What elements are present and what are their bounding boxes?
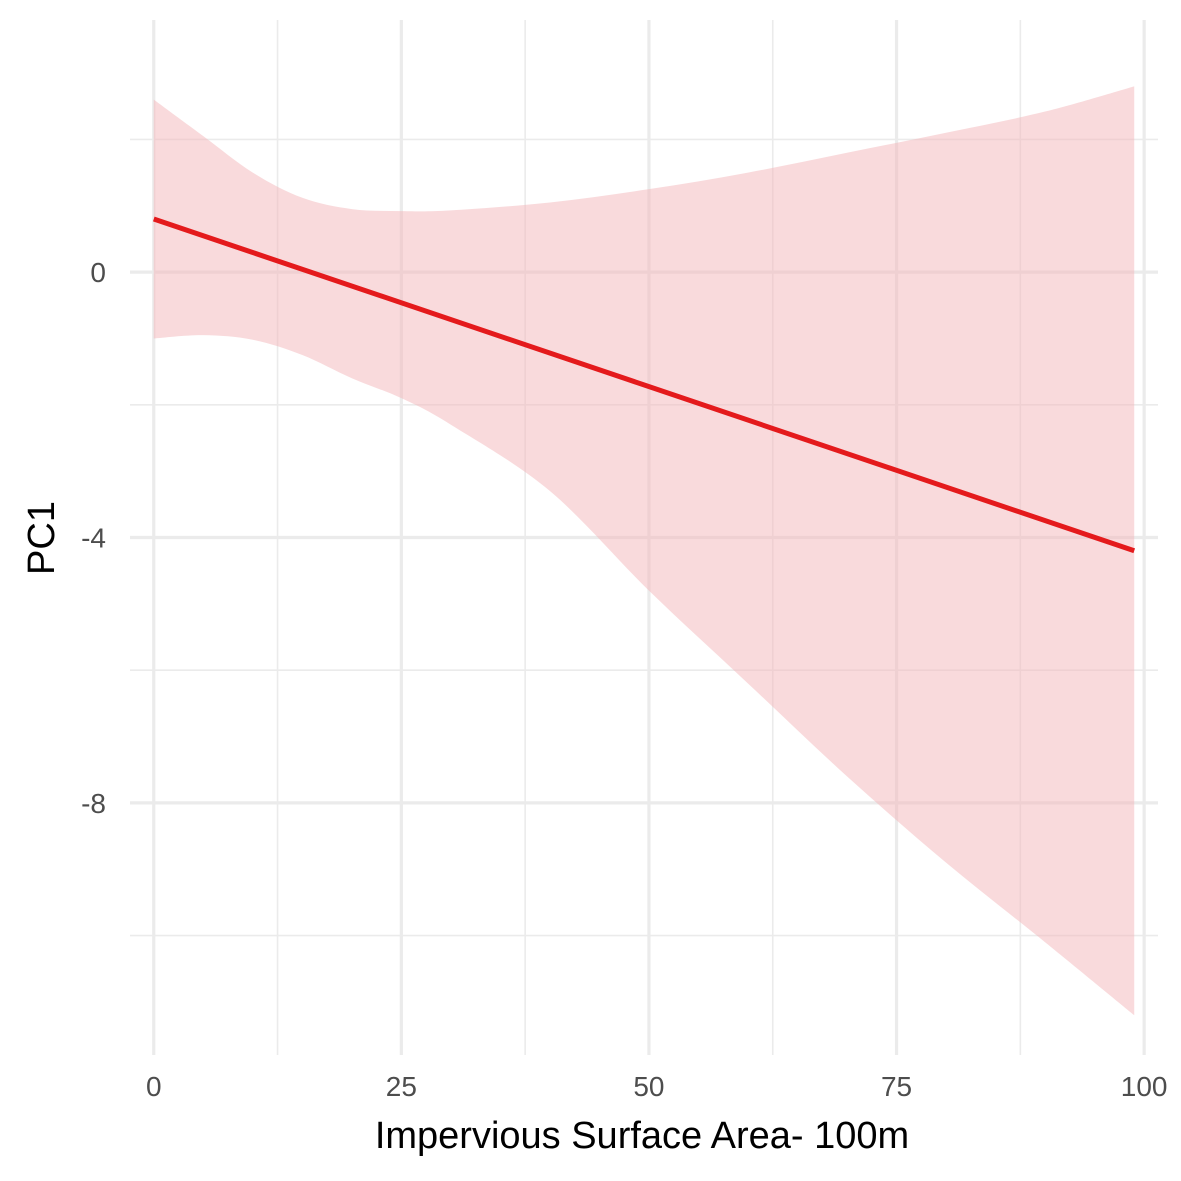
y-tick-label: -4 bbox=[81, 523, 106, 554]
x-tick-label: 0 bbox=[146, 1071, 162, 1102]
y-tick-labels: 0 -4 -8 bbox=[81, 257, 106, 819]
x-tick-label: 75 bbox=[881, 1071, 912, 1102]
x-tick-labels: 0 25 50 75 100 bbox=[146, 1071, 1168, 1102]
x-tick-label: 25 bbox=[386, 1071, 417, 1102]
confidence-band bbox=[153, 86, 1135, 1016]
x-tick-label: 100 bbox=[1121, 1071, 1168, 1102]
regression-line-layer bbox=[152, 216, 1136, 554]
y-tick-label: -8 bbox=[81, 788, 106, 819]
regression-line bbox=[152, 216, 1136, 554]
x-tick-label: 50 bbox=[633, 1071, 664, 1102]
y-axis-title: PC1 bbox=[21, 501, 63, 575]
confidence-band-layer bbox=[153, 86, 1135, 1016]
y-tick-label: 0 bbox=[90, 257, 106, 288]
x-axis-title: Impervious Surface Area- 100m bbox=[375, 1115, 909, 1157]
